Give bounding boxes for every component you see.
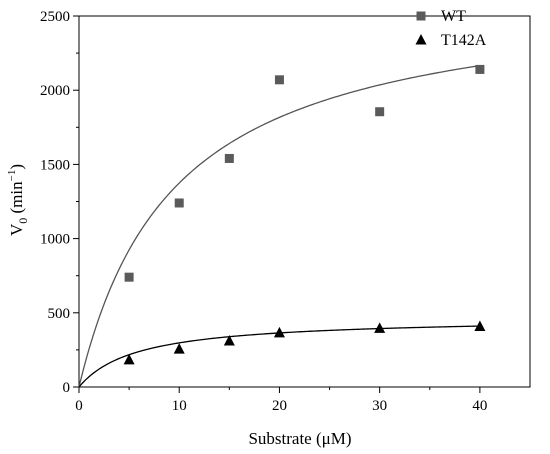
x-tick-label: 10: [172, 398, 187, 414]
data-point-wt: [224, 153, 234, 163]
y-axis-title-subscript: 0: [16, 218, 30, 224]
x-tick-label: 40: [472, 398, 487, 414]
data-point-wt: [174, 198, 184, 208]
legend-label-wt: WT: [441, 8, 466, 25]
y-tick-label: 0: [63, 380, 71, 396]
data-points: [123, 64, 486, 365]
data-point-wt: [375, 107, 385, 117]
y-tick-label: 1500: [40, 157, 70, 173]
data-point-wt: [475, 64, 485, 74]
fit-curves: [78, 64, 480, 388]
x-tick-label: 30: [372, 398, 387, 414]
y-tick-label: 1000: [40, 232, 70, 248]
legend: WT T142A: [415, 8, 487, 49]
y-tick-label: 500: [48, 306, 71, 322]
fit-curve-wt: [78, 64, 480, 388]
data-point-t142a: [374, 322, 386, 333]
data-point-t142a: [474, 320, 486, 331]
x-axis-title: Substrate (μM): [248, 429, 351, 448]
y-axis-title-superscript: −1: [6, 170, 18, 182]
y-tick-label: 2500: [40, 9, 70, 25]
y-tick-label: 2000: [40, 83, 70, 99]
data-point-t142a: [223, 334, 235, 346]
data-point-wt: [274, 75, 284, 85]
data-point-wt: [124, 272, 134, 282]
y-axis-title-main: V: [7, 223, 26, 236]
data-point-t142a: [173, 343, 185, 354]
legend-marker-wt: [416, 11, 426, 21]
axes: 0 10 20 30 40 0 500 1000 1500 2000 2500: [40, 9, 531, 414]
y-axis-title-unit: (min: [7, 181, 26, 218]
data-point-t142a: [273, 326, 285, 338]
y-axis-title-close: ): [7, 164, 26, 170]
data-point-t142a: [123, 353, 135, 365]
legend-marker-t142a: [415, 34, 427, 45]
y-axis-title: V0 (min−1): [6, 164, 30, 236]
x-tick-label: 0: [75, 398, 83, 414]
x-tick-label: 20: [272, 398, 287, 414]
legend-label-t142a: T142A: [441, 32, 487, 49]
